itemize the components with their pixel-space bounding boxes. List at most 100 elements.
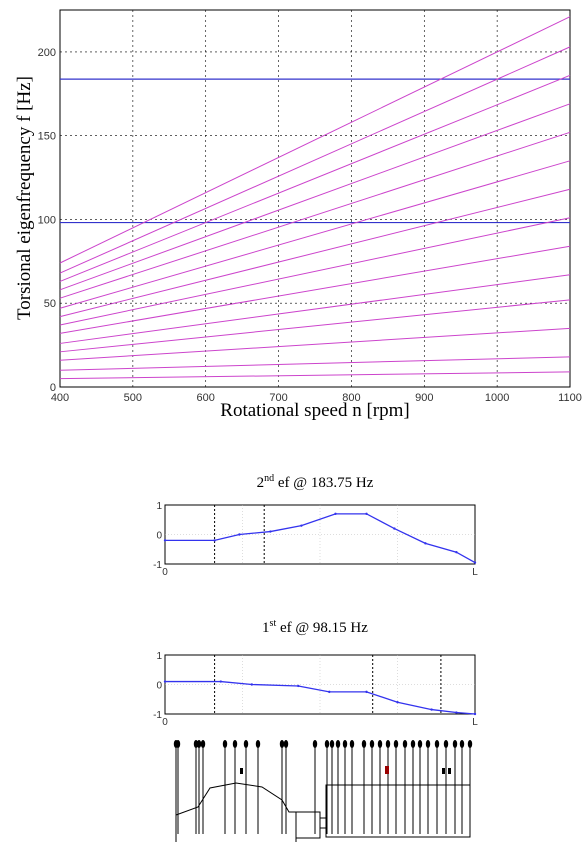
shaft-model-diagram	[173, 740, 473, 842]
shaft-station-marker	[232, 740, 238, 748]
second-eigenform-title: 2nd ef @ 183.75 Hz	[257, 473, 374, 491]
shaft-station-marker	[175, 740, 181, 748]
second-eigenform-plot: 2nd ef @ 183.75 Hz 10-10 L	[153, 473, 478, 578]
subplot-y-tick-label: 1	[156, 651, 162, 662]
main-y-ticks: 0 50 100 150 200	[38, 47, 56, 394]
second-eigenform-frame	[164, 504, 476, 565]
shaft-station-marker	[434, 740, 440, 748]
subplot-y-tick-label: -1	[153, 710, 162, 721]
shaft-station-marker	[283, 740, 289, 748]
shaft-station-marker	[402, 740, 408, 748]
first-eigenform-frame	[164, 654, 476, 715]
shaft-station-marker	[243, 740, 249, 748]
eigenform-point	[213, 539, 216, 542]
shaft-station-marker	[342, 740, 348, 748]
shaft-station-marker	[410, 740, 416, 748]
subplot-y-tick-label: 1	[156, 501, 162, 512]
eigenform-point	[297, 684, 300, 688]
main-y-tick-label: 0	[50, 382, 56, 394]
eigenform-point	[365, 512, 368, 516]
eigenform-point	[365, 690, 368, 694]
title-ordinal: 2	[257, 475, 265, 491]
main-series-line	[59, 103, 571, 291]
eigenform-point	[473, 561, 477, 564]
main-series-line	[59, 74, 571, 282]
title-ordinal-suffix: st	[270, 618, 277, 629]
title-rest: ef @ 98.15 Hz	[276, 620, 368, 636]
shaft-coupling	[319, 817, 327, 829]
first-eigenform-ticks: 10-10 L	[153, 651, 478, 728]
eigenform-point	[473, 712, 477, 716]
eigenform-point	[300, 524, 303, 527]
main-x-ticks: 400 500 600 700 800 900 1000 1100	[51, 392, 582, 404]
shaft-station-marker	[361, 740, 367, 748]
main-x-tick-label: 400	[51, 392, 69, 404]
eigenform-point	[328, 690, 331, 694]
second-eigenform-ticks: 10-10 L	[153, 501, 478, 578]
eigenform-point	[396, 701, 399, 704]
shaft-small-marker	[448, 768, 451, 774]
main-series-group	[59, 16, 571, 380]
shaft-body	[175, 766, 471, 842]
main-x-axis-label: Rotational speed n [rpm]	[220, 400, 409, 421]
shaft-station-marker	[335, 740, 341, 748]
shaft-station-markers	[173, 740, 473, 834]
main-x-tick-label: 900	[415, 392, 433, 404]
main-x-tick-label: 1100	[558, 392, 582, 404]
eigenform-point	[334, 512, 337, 516]
subplot-x-tick-label: L	[472, 717, 478, 728]
shaft-highlight-marker	[385, 766, 389, 774]
eigenform-curve	[165, 680, 476, 715]
main-x-tick-label: 1000	[485, 392, 509, 404]
main-y-tick-label: 150	[38, 131, 56, 143]
main-series-line	[59, 327, 571, 361]
main-series-line	[59, 160, 571, 309]
eigenform-point	[455, 711, 458, 714]
main-y-tick-label: 100	[38, 214, 56, 226]
title-ordinal: 1	[262, 620, 270, 636]
eigenform-point	[455, 551, 458, 554]
eigenform-point	[269, 530, 272, 533]
shaft-station-marker	[324, 740, 330, 748]
shaft-station-marker	[222, 740, 228, 748]
main-x-tick-label: 800	[342, 392, 360, 404]
subplot-y-tick-label: 0	[156, 531, 162, 542]
shaft-station-marker	[369, 740, 375, 748]
shaft-station-marker	[417, 740, 423, 748]
eigenform-point	[163, 680, 167, 683]
shaft-station-marker	[443, 740, 449, 748]
shaft-segment-middle	[295, 811, 321, 839]
eigenform-point	[219, 680, 222, 683]
shaft-station-marker	[196, 740, 202, 748]
main-series-line	[59, 131, 571, 299]
subplot-y-tick-label: -1	[153, 560, 162, 571]
shaft-station-marker	[377, 740, 383, 748]
shaft-segment-left	[175, 782, 297, 842]
main-series-line	[59, 46, 571, 274]
second-eigenform-curve	[163, 512, 477, 564]
shaft-station-marker	[425, 740, 431, 748]
first-eigenform-plot: 1st ef @ 98.15 Hz 10-10 L	[153, 618, 478, 728]
first-eigenform-title: 1st ef @ 98.15 Hz	[262, 618, 368, 636]
main-x-tick-label: 600	[197, 392, 215, 404]
shaft-station-marker	[200, 740, 206, 748]
main-y-tick-label: 200	[38, 47, 56, 59]
main-series-line	[59, 217, 571, 326]
eigenform-point	[393, 527, 396, 530]
main-series-line	[59, 245, 571, 334]
eigenform-point	[238, 533, 241, 536]
shaft-station-marker	[349, 740, 355, 748]
main-series-line	[59, 188, 571, 318]
shaft-station-marker	[452, 740, 458, 748]
shaft-station-marker	[393, 740, 399, 748]
second-eigenform-grid	[165, 505, 475, 564]
main-series-line	[59, 371, 571, 380]
main-x-tick-label: 700	[269, 392, 287, 404]
subplot-x-tick-label: 0	[162, 717, 168, 728]
subplot-y-tick-label: 0	[156, 681, 162, 692]
main-plot-frame	[59, 9, 571, 388]
first-eigenform-grid	[165, 655, 475, 714]
first-eigenform-curve	[163, 680, 477, 716]
main-reference-lines	[60, 78, 570, 224]
